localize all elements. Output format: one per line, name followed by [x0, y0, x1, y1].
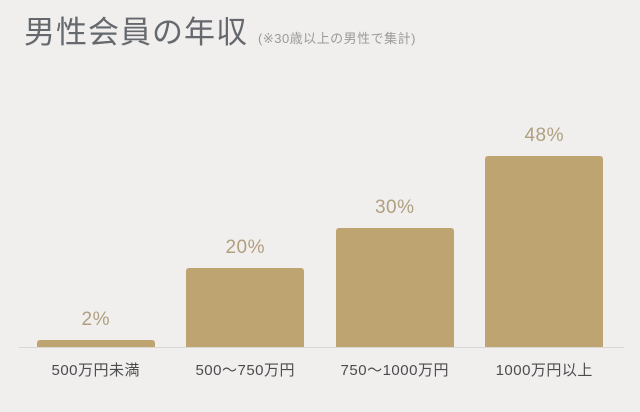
bar-segment — [186, 268, 305, 348]
bar-column: 30% — [320, 100, 470, 348]
bar-value-label: 30% — [374, 197, 415, 218]
bar-chart: 2% 20% 30% 48% — [21, 100, 619, 348]
category-label: 500～750万円 — [195, 362, 296, 379]
bar-value-label: 20% — [225, 237, 266, 258]
category-label: 500万円未満 — [51, 362, 141, 379]
bar-segment — [335, 228, 454, 348]
bar-segment — [485, 156, 604, 348]
category-label: 750～1000万円 — [340, 362, 449, 379]
category-axis: 500万円未満 500～750万円 750～1000万円 1000万円以上 — [21, 359, 619, 380]
chart-subtitle: (※30歳以上の男性で集計) — [258, 31, 417, 46]
bar-column: 2% — [21, 100, 171, 348]
x-axis-line — [19, 347, 624, 348]
chart-header: 男性会員の年収 (※30歳以上の男性で集計) — [24, 12, 416, 54]
bar-value-label: 48% — [524, 125, 565, 146]
bar-column: 48% — [470, 100, 620, 348]
bar-column: 20% — [171, 100, 321, 348]
bar-segment — [36, 340, 155, 348]
chart-title: 男性会員の年収 — [24, 15, 248, 50]
category-label: 1000万円以上 — [495, 362, 593, 379]
bar-value-label: 2% — [81, 309, 110, 330]
